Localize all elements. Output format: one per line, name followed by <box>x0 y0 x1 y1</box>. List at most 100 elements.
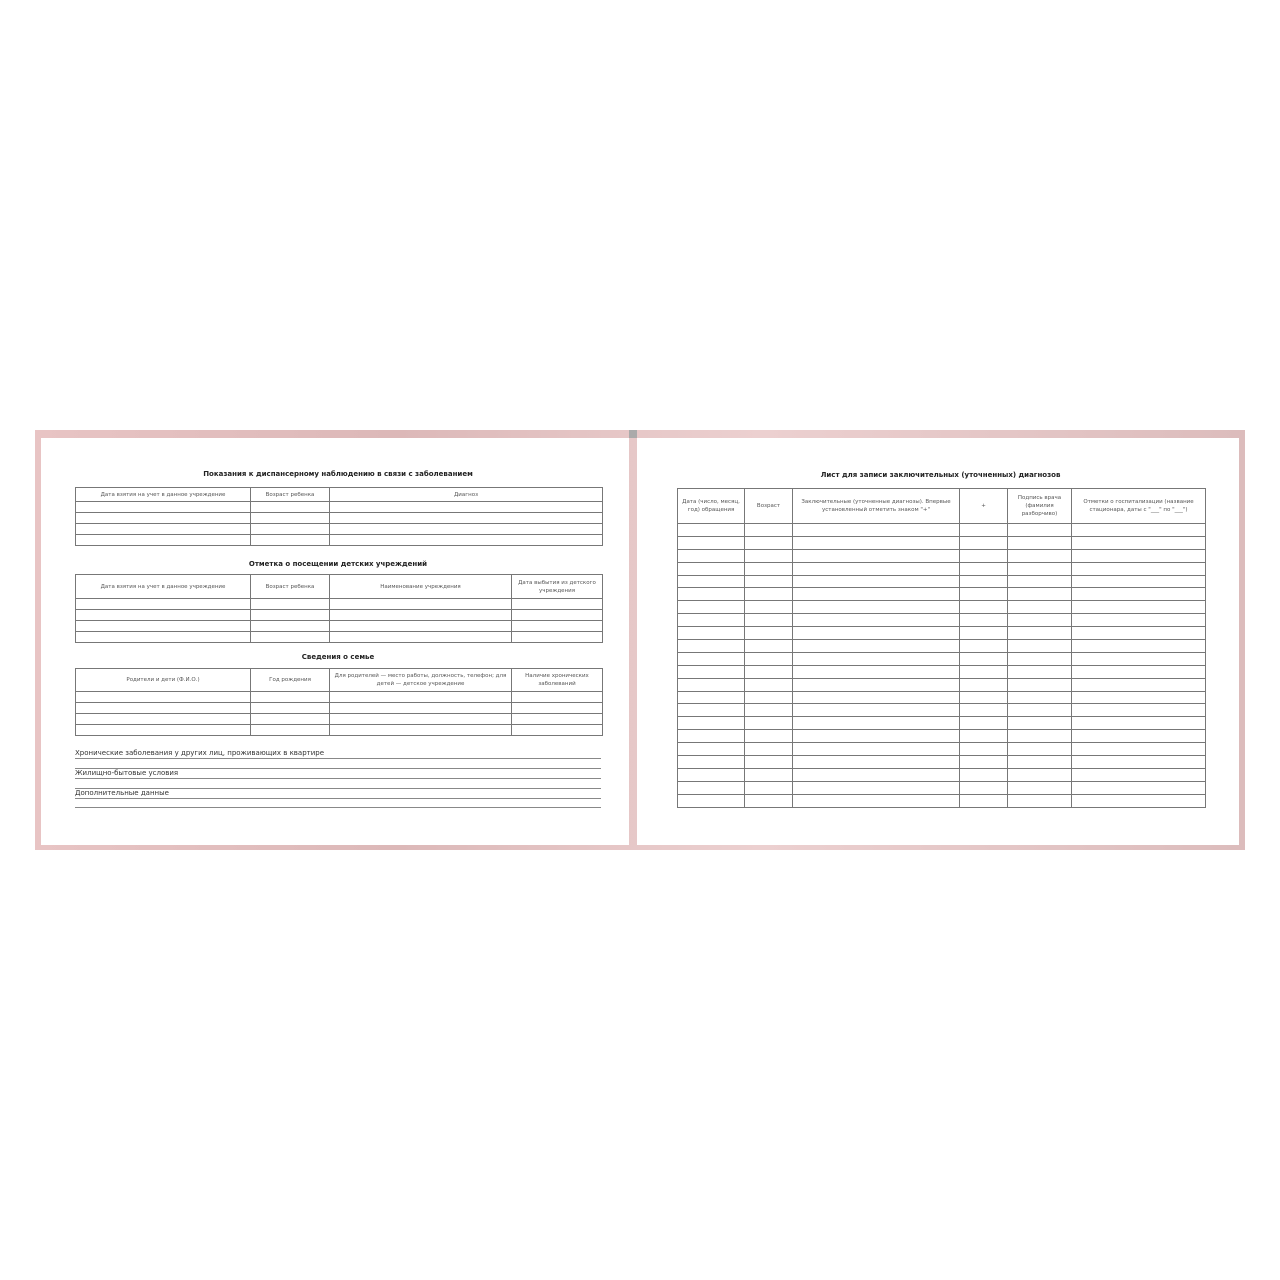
table-cell[interactable] <box>1071 767 1206 782</box>
table-cell[interactable] <box>1071 664 1206 679</box>
table-cell[interactable] <box>744 703 793 718</box>
table-cell[interactable] <box>959 626 1008 641</box>
table-cell[interactable] <box>250 691 330 703</box>
table-cell[interactable] <box>511 620 603 632</box>
table-cell[interactable] <box>792 767 960 782</box>
table-cell[interactable] <box>250 702 330 714</box>
table-cell[interactable] <box>959 767 1008 782</box>
table-cell[interactable] <box>792 690 960 705</box>
table-cell[interactable] <box>1007 626 1072 641</box>
table-cell[interactable] <box>511 609 603 621</box>
table-cell[interactable] <box>792 600 960 615</box>
table-cell[interactable] <box>959 639 1008 653</box>
table-cell[interactable] <box>959 793 1008 808</box>
table-cell[interactable] <box>75 691 251 703</box>
table-cell[interactable] <box>1071 613 1206 628</box>
table-cell[interactable] <box>792 716 960 731</box>
table-cell[interactable] <box>1007 639 1072 653</box>
table-cell[interactable] <box>511 724 603 736</box>
table-cell[interactable] <box>744 755 793 769</box>
table-cell[interactable] <box>329 620 512 632</box>
table-cell[interactable] <box>744 561 793 576</box>
table-cell[interactable] <box>1007 793 1072 808</box>
table-cell[interactable] <box>677 639 745 653</box>
table-cell[interactable] <box>250 534 330 546</box>
table-cell[interactable] <box>1071 574 1206 589</box>
table-cell[interactable] <box>1071 548 1206 563</box>
table-cell[interactable] <box>1071 535 1206 550</box>
table-cell[interactable] <box>959 651 1008 666</box>
table-cell[interactable] <box>959 664 1008 679</box>
table-cell[interactable] <box>1071 742 1206 757</box>
table-cell[interactable] <box>959 703 1008 718</box>
table-cell[interactable] <box>959 690 1008 705</box>
table-cell[interactable] <box>511 691 603 703</box>
table-cell[interactable] <box>959 613 1008 628</box>
table-cell[interactable] <box>1007 729 1072 744</box>
table-cell[interactable] <box>75 609 251 621</box>
table-cell[interactable] <box>744 742 793 757</box>
table-cell[interactable] <box>792 535 960 550</box>
table-cell[interactable] <box>677 690 745 705</box>
table-cell[interactable] <box>329 534 603 546</box>
table-cell[interactable] <box>792 742 960 757</box>
table-cell[interactable] <box>744 690 793 705</box>
field-line[interactable] <box>75 797 601 799</box>
field-line[interactable] <box>75 757 601 759</box>
table-cell[interactable] <box>1007 703 1072 718</box>
table-cell[interactable] <box>677 587 745 602</box>
table-cell[interactable] <box>1071 626 1206 641</box>
table-cell[interactable] <box>959 729 1008 744</box>
table-cell[interactable] <box>959 742 1008 757</box>
table-cell[interactable] <box>75 631 251 643</box>
table-cell[interactable] <box>677 755 745 769</box>
table-cell[interactable] <box>792 548 960 563</box>
table-cell[interactable] <box>1007 780 1072 795</box>
table-cell[interactable] <box>677 742 745 757</box>
table-cell[interactable] <box>744 664 793 679</box>
table-cell[interactable] <box>744 626 793 641</box>
table-cell[interactable] <box>329 702 512 714</box>
table-cell[interactable] <box>959 780 1008 795</box>
table-cell[interactable] <box>677 548 745 563</box>
table-cell[interactable] <box>677 626 745 641</box>
table-cell[interactable] <box>75 523 251 535</box>
table-cell[interactable] <box>75 713 251 725</box>
table-cell[interactable] <box>1007 574 1072 589</box>
table-cell[interactable] <box>250 620 330 632</box>
table-cell[interactable] <box>511 702 603 714</box>
table-cell[interactable] <box>1071 716 1206 731</box>
table-cell[interactable] <box>792 639 960 653</box>
table-cell[interactable] <box>744 600 793 615</box>
table-cell[interactable] <box>1007 755 1072 769</box>
table-cell[interactable] <box>511 631 603 643</box>
table-cell[interactable] <box>1007 548 1072 563</box>
table-cell[interactable] <box>744 548 793 563</box>
table-cell[interactable] <box>250 501 330 513</box>
table-cell[interactable] <box>1071 600 1206 615</box>
table-cell[interactable] <box>75 501 251 513</box>
table-cell[interactable] <box>75 702 251 714</box>
table-cell[interactable] <box>1007 587 1072 602</box>
field-line[interactable] <box>75 767 601 769</box>
table-cell[interactable] <box>959 523 1008 537</box>
table-cell[interactable] <box>677 767 745 782</box>
table-cell[interactable] <box>792 561 960 576</box>
table-cell[interactable] <box>75 620 251 632</box>
table-cell[interactable] <box>677 780 745 795</box>
table-cell[interactable] <box>1007 523 1072 537</box>
table-cell[interactable] <box>677 561 745 576</box>
table-cell[interactable] <box>744 677 793 692</box>
table-cell[interactable] <box>1007 690 1072 705</box>
table-cell[interactable] <box>677 613 745 628</box>
table-cell[interactable] <box>744 729 793 744</box>
table-cell[interactable] <box>744 793 793 808</box>
table-cell[interactable] <box>959 548 1008 563</box>
table-cell[interactable] <box>250 523 330 535</box>
table-cell[interactable] <box>744 613 793 628</box>
table-cell[interactable] <box>677 574 745 589</box>
table-cell[interactable] <box>792 613 960 628</box>
table-cell[interactable] <box>250 598 330 610</box>
table-cell[interactable] <box>1071 523 1206 537</box>
table-cell[interactable] <box>1007 561 1072 576</box>
